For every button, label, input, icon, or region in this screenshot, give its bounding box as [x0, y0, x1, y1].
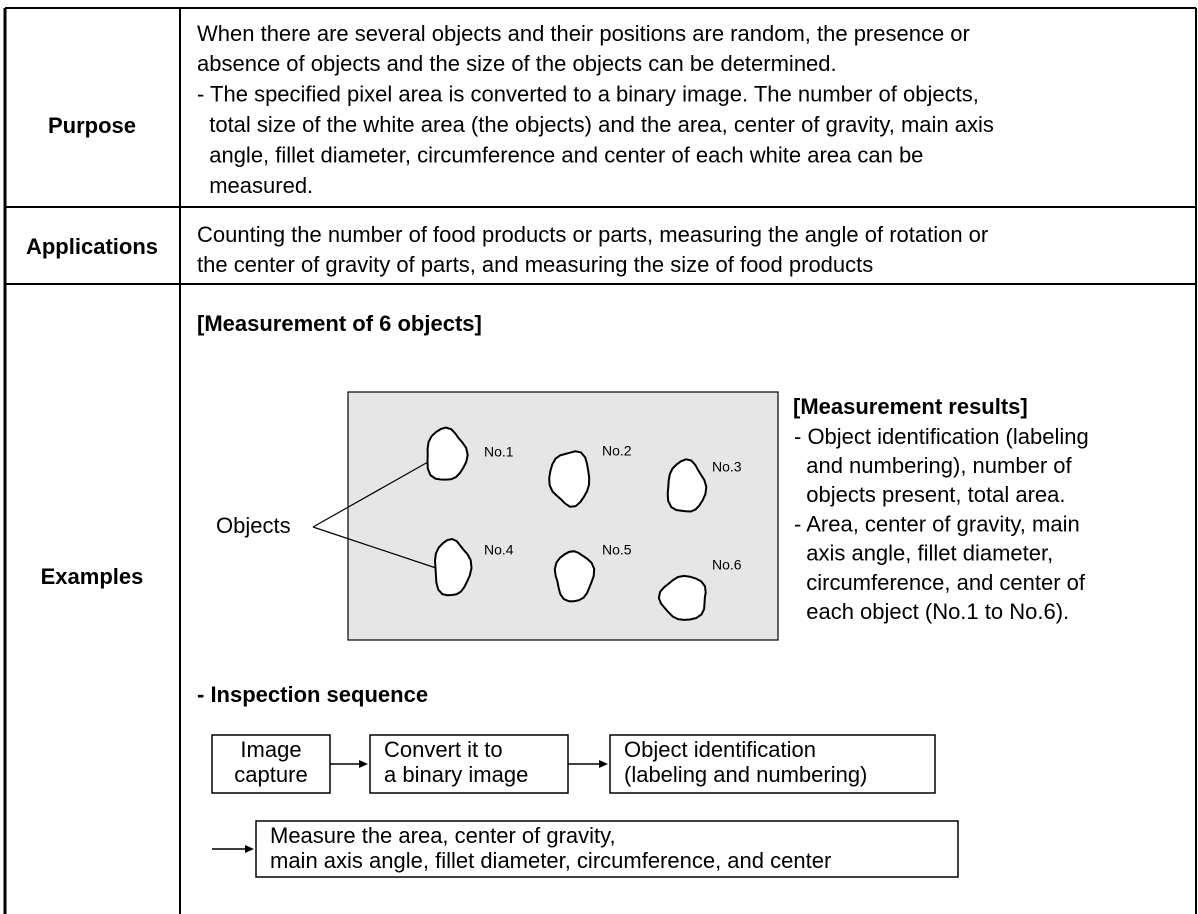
row-label: Applications	[26, 234, 158, 259]
step-text: Measure the area, center of gravity,	[270, 823, 616, 848]
arrow-head	[245, 845, 254, 853]
step-text: main axis angle, fillet diameter, circum…	[270, 848, 831, 873]
cell-text: total size of the white area (the object…	[197, 112, 994, 137]
step-text: a binary image	[384, 762, 528, 787]
object-label: No.1	[484, 444, 514, 460]
step-text: Image	[240, 737, 301, 762]
object-blob	[666, 458, 708, 513]
cell-text: absence of objects and the size of the o…	[197, 51, 837, 76]
step-box	[255, 820, 959, 878]
object-label: No.6	[712, 557, 742, 573]
object-label: No.2	[602, 443, 632, 459]
object-label: No.5	[602, 542, 632, 558]
cell-text: When there are several objects and their…	[197, 21, 970, 46]
object-blob	[657, 574, 707, 621]
results-text: each object (No.1 to No.6).	[794, 599, 1069, 624]
object-blob	[553, 550, 596, 603]
table-borders	[3, 7, 1197, 914]
results-text: - Area, center of gravity, main	[794, 511, 1080, 536]
results-text: - Object identification (labeling	[794, 424, 1089, 449]
object-blob	[548, 450, 591, 508]
step-box	[609, 734, 936, 794]
results-text: axis angle, fillet diameter,	[794, 541, 1053, 566]
cell-text: the center of gravity of parts, and meas…	[197, 252, 873, 277]
step-text: capture	[234, 762, 307, 787]
leader-lines	[312, 461, 437, 569]
sequence-heading: - Inspection sequence	[197, 682, 428, 707]
cell-text: angle, fillet diameter, circumference an…	[197, 142, 923, 167]
object-blob	[433, 537, 473, 597]
object-label: No.3	[712, 459, 742, 475]
step-text: Object identification	[624, 737, 816, 762]
arrow-head	[599, 760, 608, 768]
step-text: (labeling and numbering)	[624, 762, 867, 787]
section-heading: [Measurement of 6 objects]	[197, 311, 482, 336]
results-text: objects present, total area.	[794, 482, 1066, 507]
object-blob	[426, 426, 469, 481]
row-label: Purpose	[48, 113, 136, 138]
object-label: No.4	[484, 542, 514, 558]
step-box	[369, 734, 569, 794]
step-box	[211, 734, 331, 794]
cell-text: - The specified pixel area is converted …	[197, 82, 979, 107]
row-label: Examples	[41, 564, 144, 589]
cell-text: Counting the number of food products or …	[197, 222, 988, 247]
step-text: Convert it to	[384, 737, 503, 762]
results-heading: [Measurement results]	[793, 394, 1028, 419]
results-text: circumference, and center of	[794, 570, 1086, 595]
objects-label: Objects	[216, 513, 291, 538]
results-text: and numbering), number of	[794, 453, 1072, 478]
cell-text: measured.	[197, 173, 313, 198]
image-area	[347, 391, 779, 641]
arrow-head	[359, 760, 368, 768]
